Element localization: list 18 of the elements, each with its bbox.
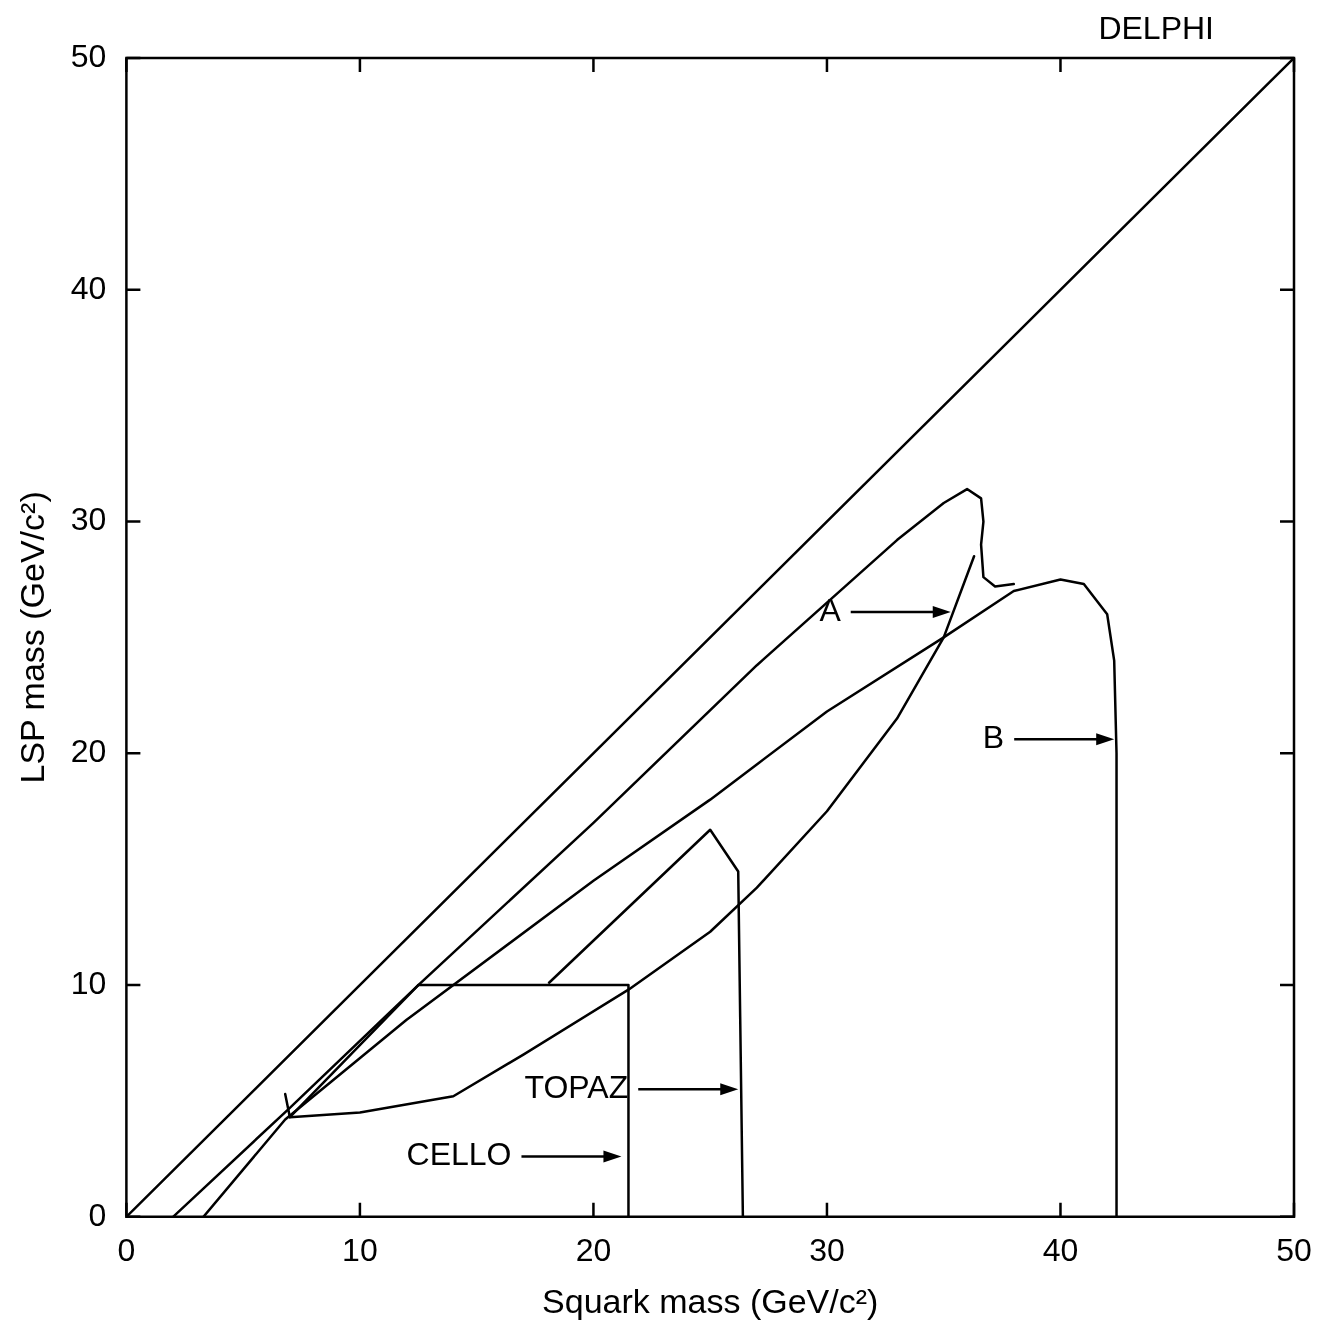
x-tick-label: 10 xyxy=(342,1231,378,1268)
x-tick-label: 40 xyxy=(1042,1231,1079,1268)
x-tick-label: 0 xyxy=(117,1231,136,1268)
y-tick-label: 0 xyxy=(88,1196,107,1233)
text: DELPHI xyxy=(1098,9,1214,46)
y-tick-label: 10 xyxy=(70,964,107,1001)
y-tick-label: 50 xyxy=(70,37,107,74)
annotation: B xyxy=(982,719,1005,756)
y-tick-label: 30 xyxy=(70,501,107,538)
x-axis-title: Squark mass (GeV/c²) xyxy=(542,1281,879,1320)
x-tick-label: 30 xyxy=(809,1231,845,1268)
annotation: A xyxy=(819,591,842,628)
y-axis-title: LSP mass (GeV/c²) xyxy=(12,491,51,784)
x-tick-label: 20 xyxy=(575,1231,612,1268)
annotation: CELLO xyxy=(406,1136,512,1173)
y-tick-label: 20 xyxy=(70,733,107,770)
x-tick-label: 50 xyxy=(1276,1231,1312,1268)
y-tick-label: 40 xyxy=(70,269,107,306)
